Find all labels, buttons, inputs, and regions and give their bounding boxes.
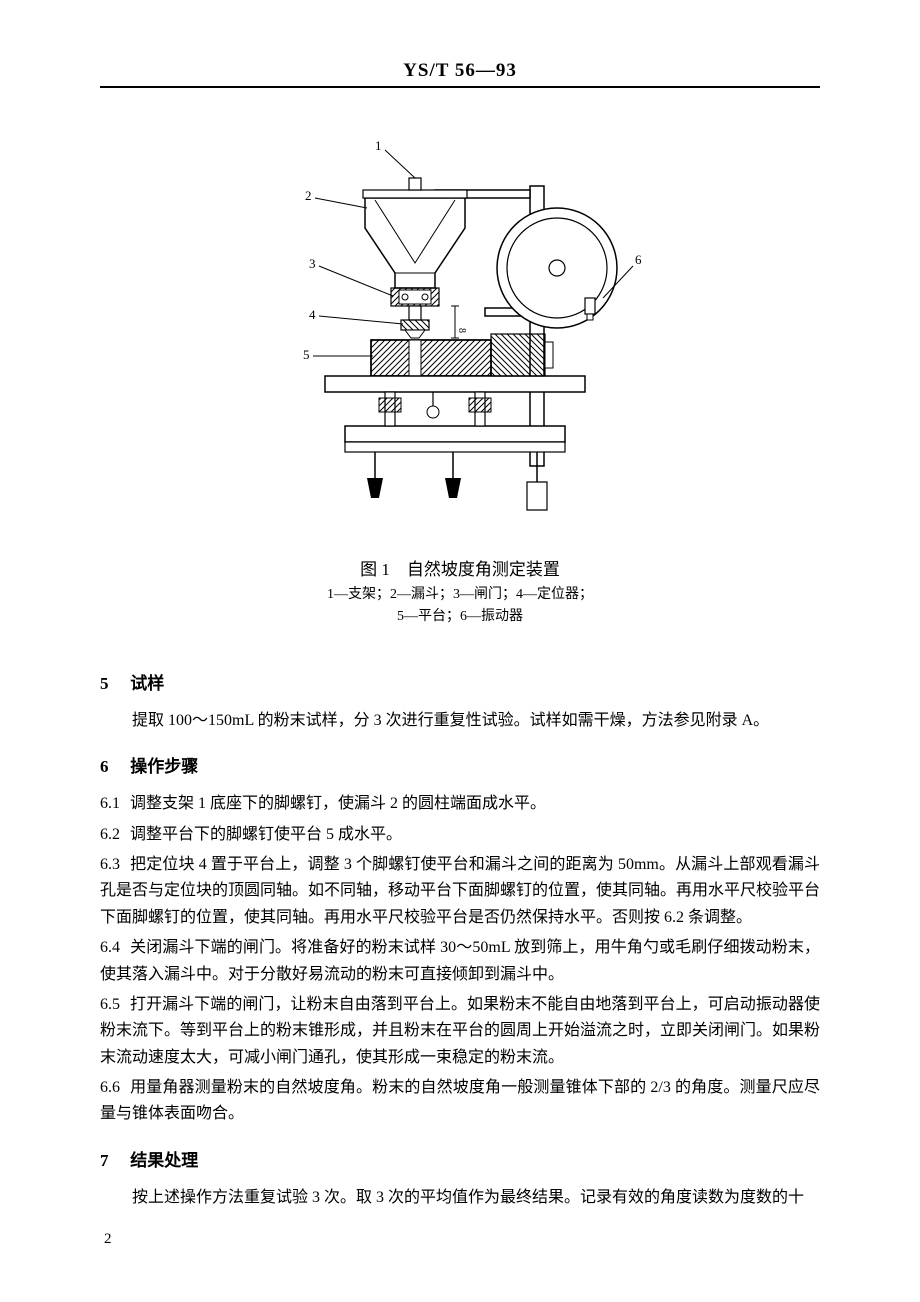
funnel bbox=[363, 178, 467, 288]
section-7-head: 7 结果处理 bbox=[100, 1146, 820, 1171]
item-6-5-text: 打开漏斗下端的闸门，让粉末自由落到平台上。如果粉末不能自由地落到平台上，可启动振… bbox=[100, 996, 820, 1066]
vibrator bbox=[497, 208, 617, 328]
page-number: 2 bbox=[104, 1231, 820, 1248]
item-6-1-num: 6.1 bbox=[100, 795, 120, 812]
figure-legend-line2: 5—平台；6—振动器 bbox=[397, 609, 523, 624]
apparatus-diagram: 8 bbox=[275, 138, 645, 538]
dim-mark: 8 bbox=[451, 306, 467, 338]
motor-box bbox=[491, 334, 553, 376]
figure-legend-line1: 1—支架；2—漏斗；3—闸门；4—定位器； bbox=[327, 587, 593, 602]
svg-text:3: 3 bbox=[309, 256, 316, 271]
item-6-1: 6.1 调整支架 1 底座下的脚螺钉，使漏斗 2 的圆柱端面成水平。 bbox=[100, 791, 820, 817]
section-7-title: 结果处理 bbox=[130, 1151, 198, 1170]
item-6-6: 6.6 用量角器测量粉末的自然坡度角。粉末的自然坡度角一般测量锥体下部的 2/3… bbox=[100, 1075, 820, 1128]
svg-text:5: 5 bbox=[303, 347, 310, 362]
item-6-5-num: 6.5 bbox=[100, 996, 120, 1013]
document-page: YS/T 56—93 bbox=[0, 0, 920, 1288]
section-5-title: 试样 bbox=[130, 674, 164, 693]
section-5-num: 5 bbox=[100, 674, 126, 694]
figure-caption: 图 1 自然坡度角测定装置 bbox=[100, 555, 820, 580]
section-7-num: 7 bbox=[100, 1151, 126, 1171]
figure-1: 8 bbox=[100, 138, 820, 543]
item-6-4: 6.4 关闭漏斗下端的闸门。将准备好的粉末试样 30～50mL 放到筛上，用牛角… bbox=[100, 935, 820, 988]
item-6-1-text: 调整支架 1 底座下的脚螺钉，使漏斗 2 的圆柱端面成水平。 bbox=[130, 795, 546, 812]
item-6-3: 6.3 把定位块 4 置于平台上，调整 3 个脚螺钉使平台和漏斗之间的距离为 5… bbox=[100, 852, 820, 931]
locator bbox=[401, 320, 429, 338]
figure-legend: 1—支架；2—漏斗；3—闸门；4—定位器； 5—平台；6—振动器 bbox=[100, 584, 820, 629]
item-6-5: 6.5 打开漏斗下端的闸门，让粉末自由落到平台上。如果粉末不能自由地落到平台上，… bbox=[100, 992, 820, 1071]
feet bbox=[367, 452, 547, 510]
svg-text:2: 2 bbox=[305, 188, 312, 203]
section-6-num: 6 bbox=[100, 757, 126, 777]
section-5-head: 5 试样 bbox=[100, 669, 820, 694]
section-7-para: 按上述操作方法重复试验 3 次。取 3 次的平均值作为最终结果。记录有效的角度读… bbox=[100, 1185, 820, 1211]
item-6-2: 6.2 调整平台下的脚螺钉使平台 5 成水平。 bbox=[100, 822, 820, 848]
svg-text:8: 8 bbox=[456, 328, 467, 333]
item-6-2-text: 调整平台下的脚螺钉使平台 5 成水平。 bbox=[130, 826, 402, 843]
standard-code: YS/T 56—93 bbox=[100, 60, 820, 82]
item-6-3-num: 6.3 bbox=[100, 856, 120, 873]
item-6-3-text: 把定位块 4 置于平台上，调整 3 个脚螺钉使平台和漏斗之间的距离为 50mm。… bbox=[100, 856, 820, 926]
item-6-6-text: 用量角器测量粉末的自然坡度角。粉末的自然坡度角一般测量锥体下部的 2/3 的角度… bbox=[100, 1079, 820, 1122]
item-6-6-num: 6.6 bbox=[100, 1079, 120, 1096]
svg-text:4: 4 bbox=[309, 307, 316, 322]
section-6-title: 操作步骤 bbox=[130, 757, 198, 776]
item-6-2-num: 6.2 bbox=[100, 826, 120, 843]
item-6-4-num: 6.4 bbox=[100, 939, 120, 956]
header-rule bbox=[100, 86, 820, 88]
section-6-head: 6 操作步骤 bbox=[100, 752, 820, 777]
svg-text:1: 1 bbox=[375, 138, 382, 153]
gate-assembly bbox=[391, 288, 439, 320]
item-6-4-text: 关闭漏斗下端的闸门。将准备好的粉末试样 30～50mL 放到筛上，用牛角勺或毛刷… bbox=[100, 939, 820, 982]
svg-text:6: 6 bbox=[635, 252, 642, 267]
section-5-para: 提取 100～150mL 的粉末试样，分 3 次进行重复性试验。试样如需干燥，方… bbox=[100, 708, 820, 734]
